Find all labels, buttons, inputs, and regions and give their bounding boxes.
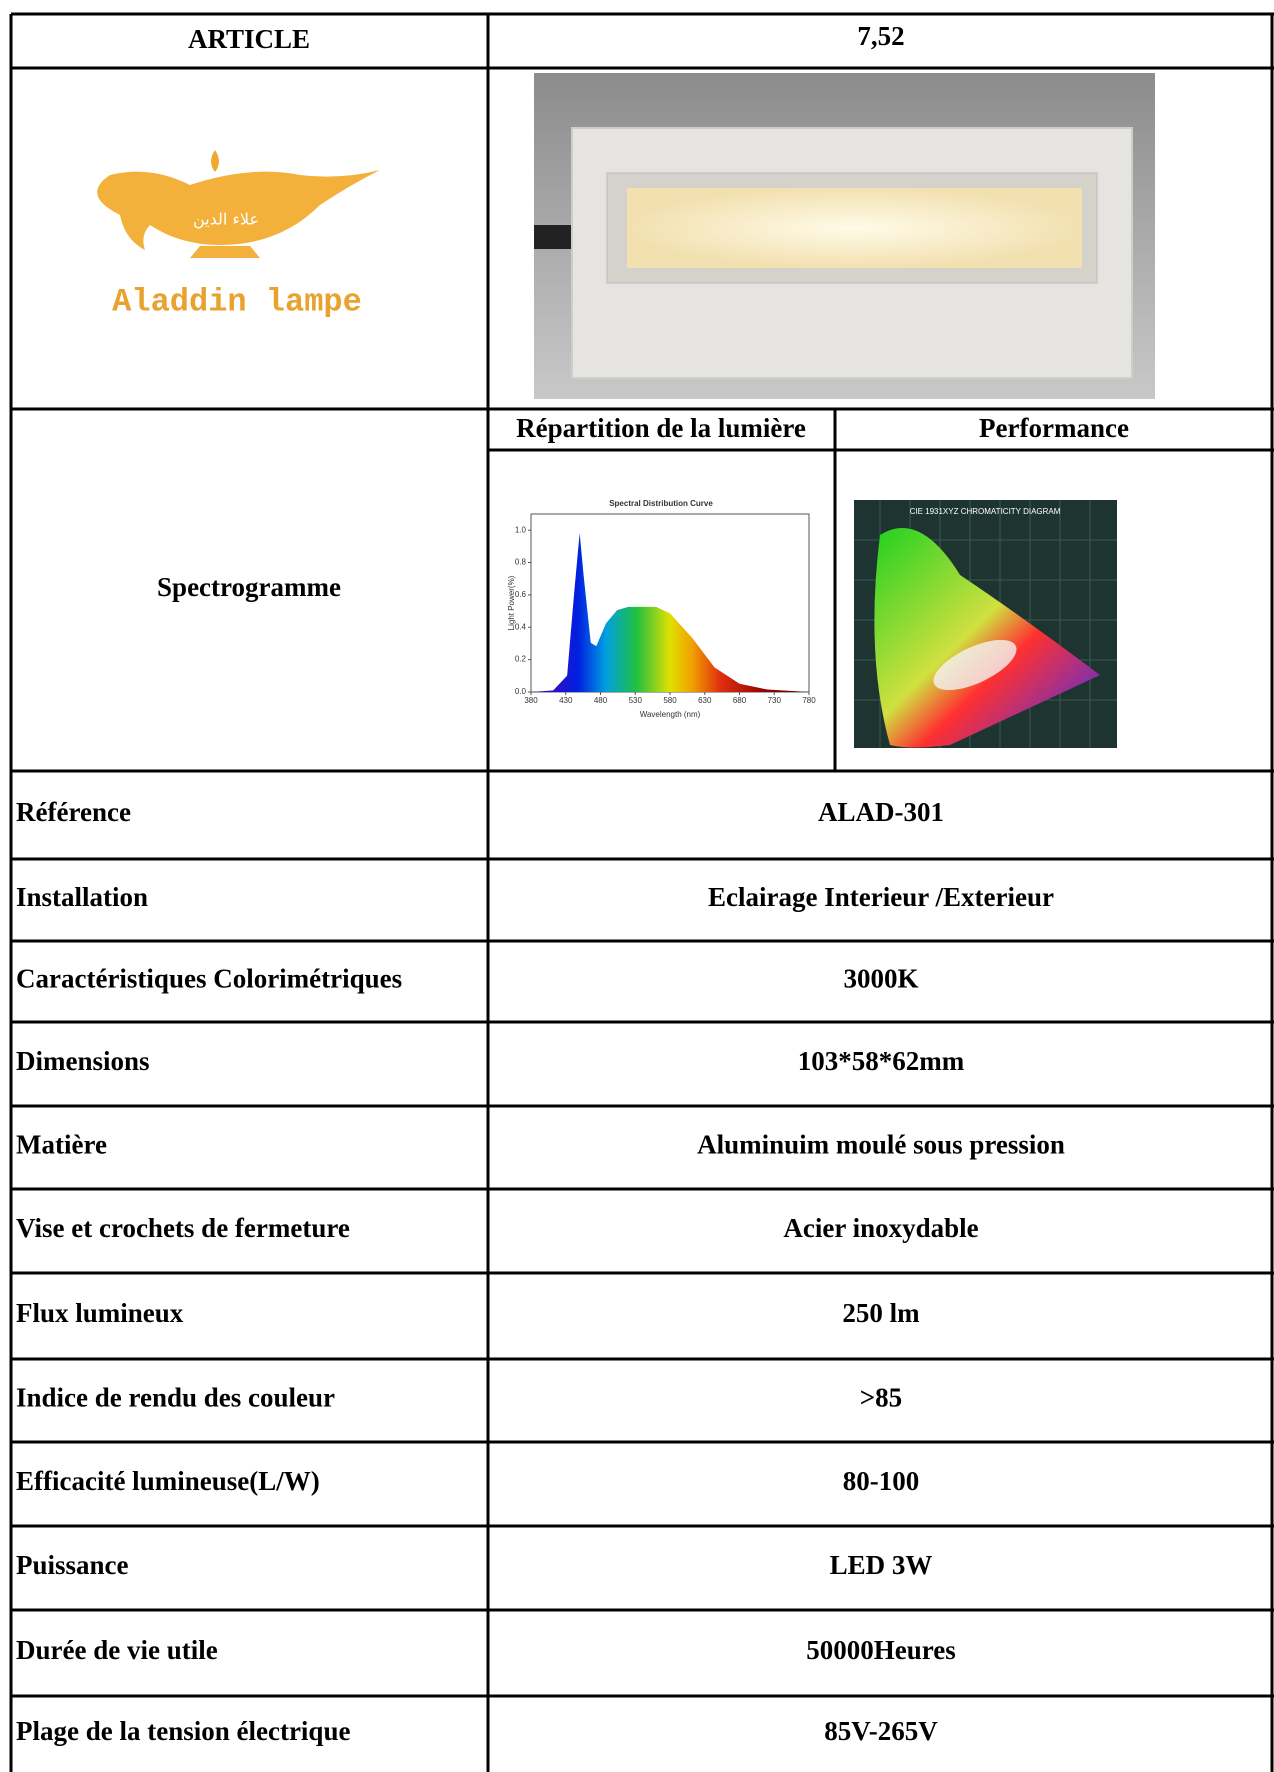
row-value: ALAD-301 [818, 797, 944, 827]
x-tick-label: 380 [524, 696, 538, 705]
logo-arabic: علاء الدين [193, 210, 259, 230]
spectrum-curve [531, 533, 809, 692]
y-tick-label: 1.0 [515, 525, 527, 534]
table-grid [9, 12, 1274, 1772]
row-label: Plage de la tension électrique [16, 1716, 350, 1746]
row-value: LED 3W [830, 1550, 933, 1580]
row-label: Caractéristiques Colorimétriques [16, 964, 402, 994]
row-label: Durée de vie utile [16, 1635, 218, 1665]
row-value: 85V-265V [824, 1716, 938, 1746]
row-label: Efficacité lumineuse(L/W) [16, 1466, 320, 1496]
row-label: Dimensions [16, 1046, 150, 1076]
product-photo [534, 73, 1155, 399]
y-tick-label: 0.2 [515, 655, 527, 664]
row-label: Puissance [16, 1550, 129, 1580]
header-label: ARTICLE [188, 24, 310, 54]
y-tick-label: 0.4 [515, 622, 527, 631]
left-heading: Répartition de la lumière [516, 413, 806, 443]
row-label: Référence [16, 797, 131, 827]
spectral-chart: Spectral Distribution Curve Wavelength (… [507, 499, 816, 719]
header-value: 7,52 [857, 21, 904, 51]
chromaticity-diagram: CIE 1931XYZ CHROMATICITY DIAGRAM [854, 500, 1117, 748]
spectrum-ylabel: Light Power(%) [507, 575, 516, 630]
spectrogram-label: Spectrogramme [157, 572, 341, 602]
x-tick-label: 780 [802, 696, 816, 705]
row-label: Vise et crochets de fermeture [16, 1213, 350, 1243]
y-tick-label: 0.6 [515, 590, 527, 599]
row-value: 250 lm [842, 1298, 920, 1328]
row-value: Acier inoxydable [783, 1213, 978, 1243]
y-tick-label: 0.0 [515, 687, 527, 696]
row-value: >85 [860, 1383, 902, 1413]
x-tick-label: 680 [733, 696, 747, 705]
row-value: 80-100 [843, 1466, 920, 1496]
logo: علاء الدين Aladdin lampe [97, 150, 380, 320]
right-heading: Performance [979, 413, 1129, 443]
row-value: Aluminuim moulé sous pression [697, 1130, 1065, 1160]
x-tick-label: 730 [768, 696, 782, 705]
logo-name: Aladdin lampe [112, 283, 362, 320]
row-label: Indice de rendu des couleur [16, 1383, 335, 1413]
x-tick-label: 430 [559, 696, 573, 705]
chromaticity-title: CIE 1931XYZ CHROMATICITY DIAGRAM [910, 507, 1061, 516]
x-tick-label: 530 [629, 696, 643, 705]
row-label: Installation [16, 882, 148, 912]
spectrum-xlabel: Wavelength (nm) [640, 710, 701, 719]
row-value: 50000Heures [806, 1635, 956, 1665]
row-label: Flux lumineux [16, 1298, 184, 1328]
x-tick-label: 630 [698, 696, 712, 705]
row-label: Matière [16, 1130, 107, 1160]
x-tick-label: 480 [594, 696, 608, 705]
y-tick-label: 0.8 [515, 558, 527, 567]
row-value: 103*58*62mm [798, 1046, 965, 1076]
row-value: 3000K [843, 964, 918, 994]
spectrum-title: Spectral Distribution Curve [609, 499, 713, 508]
x-tick-label: 580 [663, 696, 677, 705]
row-value: Eclairage Interieur /Exterieur [708, 882, 1054, 912]
